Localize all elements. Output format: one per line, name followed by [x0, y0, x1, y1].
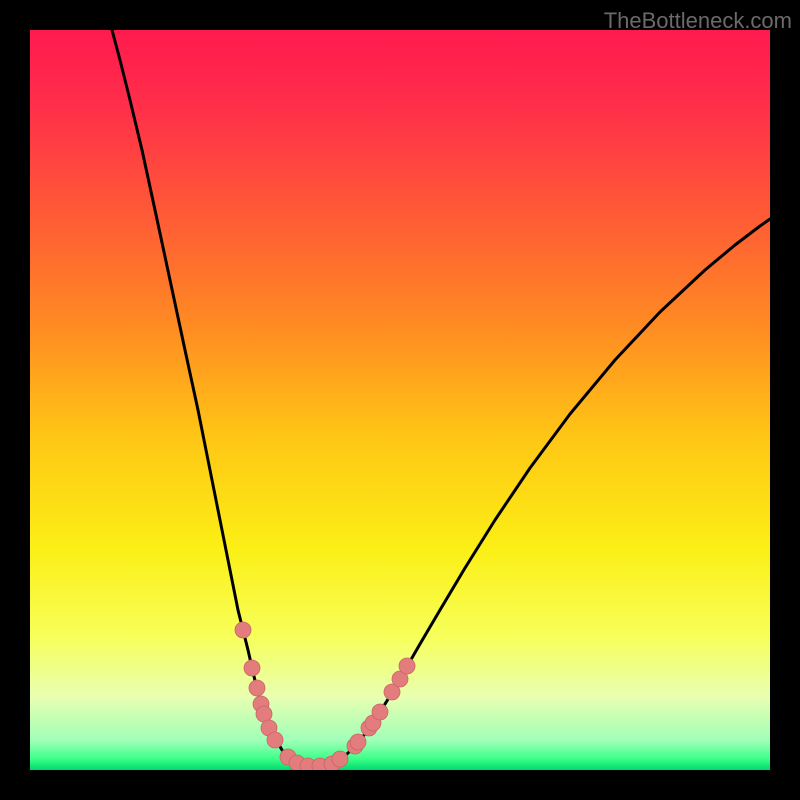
data-marker — [267, 732, 283, 748]
watermark-text: TheBottleneck.com — [604, 8, 792, 34]
data-marker — [235, 622, 251, 638]
data-marker — [372, 704, 388, 720]
data-marker — [399, 658, 415, 674]
data-marker — [256, 706, 272, 722]
data-marker — [249, 680, 265, 696]
data-marker — [350, 734, 366, 750]
chart-container: TheBottleneck.com — [0, 0, 800, 800]
data-marker — [332, 751, 348, 767]
plot-area — [30, 30, 770, 770]
data-marker — [244, 660, 260, 676]
